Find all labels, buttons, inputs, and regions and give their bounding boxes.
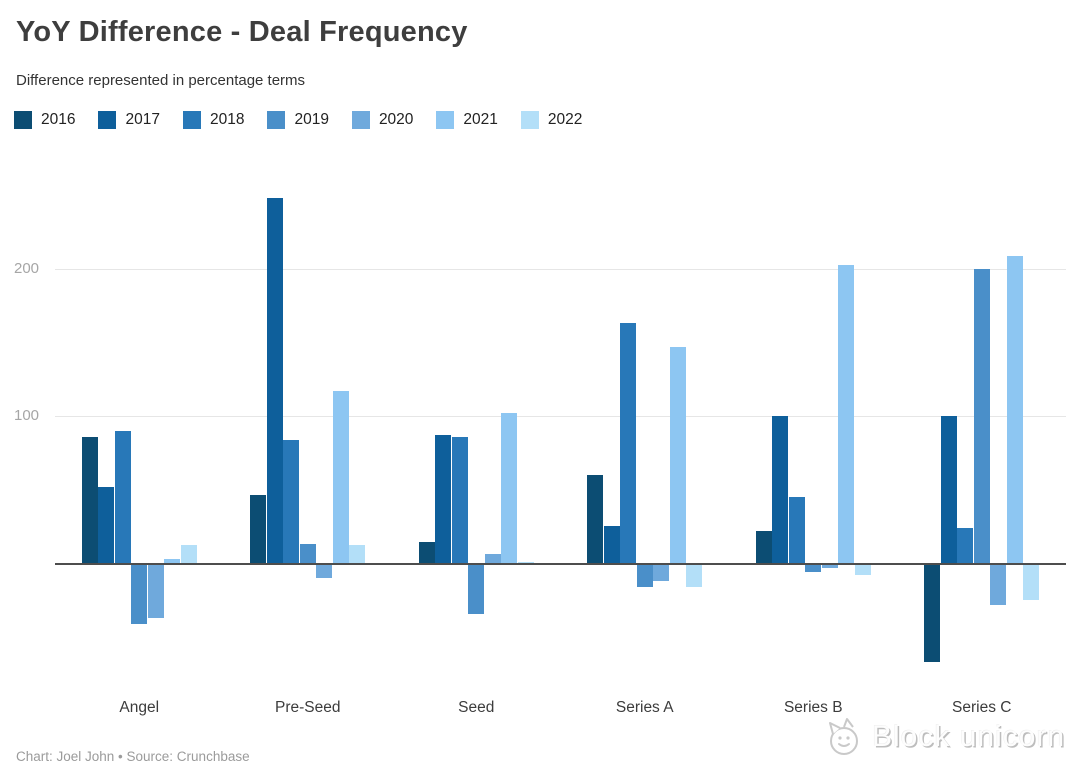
bar-series-b-2018[interactable] [788, 496, 805, 563]
bar-seed-2017[interactable] [435, 435, 452, 563]
bar-series-b-2016[interactable] [755, 530, 772, 563]
category-label-series-c: Series C [952, 699, 1012, 716]
bar-series-b-2019[interactable] [805, 565, 822, 573]
legend-item-2017: 2017 [98, 111, 160, 129]
bar-angel-2016[interactable] [81, 436, 98, 563]
legend-swatch-2016 [14, 111, 32, 129]
bar-angel-2020[interactable] [147, 565, 164, 618]
bar-series-a-2018[interactable] [620, 323, 637, 563]
bar-series-c-2020[interactable] [990, 565, 1007, 605]
bar-series-c-2016[interactable] [924, 565, 941, 663]
chart-credit: Chart: Joel John • Source: Crunchbase [16, 749, 250, 764]
legend-item-2021: 2021 [436, 111, 498, 129]
legend-item-2022: 2022 [520, 111, 583, 129]
legend-swatch-2017 [98, 111, 117, 129]
y-tick-label: 200 [14, 260, 40, 277]
legend-item-2016: 2016 [14, 111, 75, 129]
bar-series-c-2021[interactable] [1006, 255, 1023, 563]
bar-series-c-2018[interactable] [957, 527, 974, 563]
bar-series-a-2021[interactable] [669, 346, 686, 563]
legend-label-2016: 2016 [41, 111, 76, 128]
legend-label-2021: 2021 [463, 111, 498, 128]
bar-seed-2022[interactable] [517, 561, 534, 563]
bar-series-c-2017[interactable] [940, 416, 957, 563]
bar-series-b-2017[interactable] [772, 416, 789, 563]
bar-seed-2020[interactable] [484, 554, 501, 563]
bar-series-a-2020[interactable] [653, 565, 670, 582]
bar-pre-seed-2017[interactable] [266, 198, 283, 563]
category-label-seed: Seed [458, 699, 495, 716]
legend-swatch-2018 [182, 111, 201, 129]
legend-item-2020: 2020 [351, 111, 414, 129]
legend-label-2018: 2018 [209, 111, 245, 128]
watermark-text: Block unicorn [872, 720, 1066, 753]
legend-swatch-2020 [351, 111, 370, 129]
y-tick-label: 100 [14, 407, 40, 424]
category-label-angel: Angel [119, 699, 160, 716]
bar-pre-seed-2020[interactable] [316, 565, 333, 579]
bar-pre-seed-2018[interactable] [283, 439, 300, 563]
legend-item-2018: 2018 [182, 111, 245, 129]
bar-series-b-2022[interactable] [854, 565, 871, 576]
legend-swatch-2022 [520, 111, 539, 129]
bar-pre-seed-2016[interactable] [250, 495, 267, 563]
page-title: YoY Difference - Deal Frequency [16, 16, 468, 48]
legend-label-2017: 2017 [125, 111, 160, 128]
bar-series-a-2022[interactable] [686, 565, 703, 588]
gridline-100 [55, 416, 1066, 417]
chart-legend: 2016 2017 2018 2019 2020 2021 2022 [14, 111, 605, 129]
bar-series-c-2019[interactable] [973, 269, 990, 563]
bar-series-b-2021[interactable] [838, 264, 855, 563]
x-axis-line [55, 563, 1066, 565]
bar-series-a-2017[interactable] [603, 526, 620, 563]
bar-pre-seed-2019[interactable] [299, 543, 316, 563]
legend-swatch-2019 [267, 111, 286, 129]
bar-series-a-2019[interactable] [636, 565, 653, 588]
bar-pre-seed-2021[interactable] [332, 391, 349, 563]
legend-swatch-2021 [436, 111, 455, 129]
bar-angel-2022[interactable] [180, 545, 197, 563]
gridline-200 [55, 269, 1066, 270]
legend-label-2019: 2019 [294, 111, 329, 128]
bar-seed-2018[interactable] [451, 436, 468, 563]
bar-angel-2018[interactable] [114, 430, 131, 563]
legend-item-2019: 2019 [267, 111, 329, 129]
bar-pre-seed-2022[interactable] [349, 545, 366, 563]
bar-seed-2021[interactable] [501, 413, 518, 563]
chart-subtitle: Difference represented in percentage ter… [16, 72, 306, 89]
category-label-pre-seed: Pre-Seed [275, 699, 341, 716]
bar-angel-2019[interactable] [131, 565, 148, 624]
bar-series-b-2020[interactable] [821, 565, 838, 568]
legend-label-2022: 2022 [547, 111, 583, 128]
watermark: Block unicorn [820, 714, 1065, 760]
category-label-series-a: Series A [615, 699, 674, 716]
category-label-series-b: Series B [783, 699, 843, 716]
bar-angel-2021[interactable] [164, 558, 181, 563]
bar-series-c-2022[interactable] [1023, 565, 1040, 601]
bar-seed-2016[interactable] [418, 542, 435, 563]
legend-label-2020: 2020 [378, 111, 414, 128]
bar-series-a-2016[interactable] [587, 474, 604, 563]
bar-angel-2017[interactable] [98, 486, 115, 563]
bar-seed-2019[interactable] [468, 565, 485, 614]
block-unicorn-logo-icon [820, 714, 866, 760]
